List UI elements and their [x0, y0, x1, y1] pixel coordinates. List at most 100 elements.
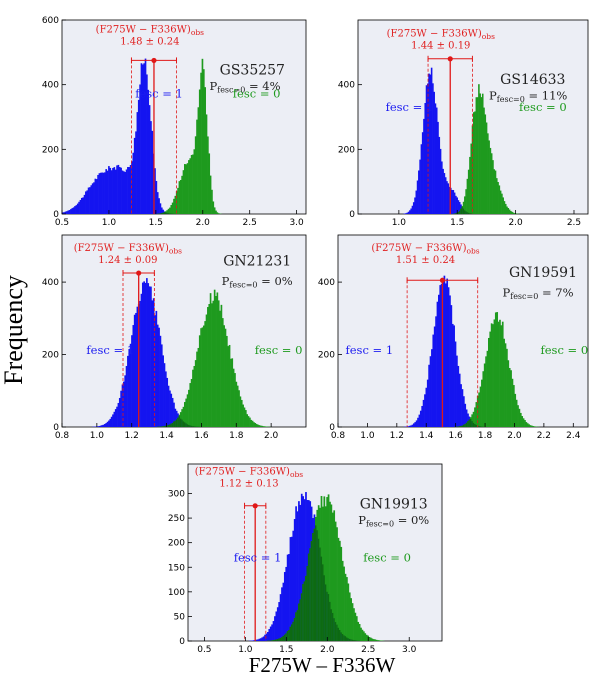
bar-fesc0 [197, 107, 200, 214]
bar-overlap [170, 423, 173, 427]
bar-overlap [353, 640, 355, 641]
bar-fesc0 [466, 178, 469, 214]
bar-fesc0 [507, 360, 510, 427]
bar-fesc0 [212, 300, 215, 427]
bar-fesc1 [407, 426, 410, 427]
obs-marker [447, 56, 453, 62]
bar-fesc0 [489, 331, 492, 427]
bar-overlap [344, 636, 347, 641]
bar-fesc1 [101, 425, 103, 427]
bar-fesc0 [324, 506, 327, 641]
bar-fesc0 [197, 347, 200, 427]
bar-fesc1 [439, 148, 442, 214]
bar-fesc0 [217, 213, 220, 214]
bar-fesc1 [83, 194, 86, 214]
bar-fesc0 [464, 196, 466, 214]
bar-fesc1 [105, 169, 108, 214]
bar-fesc0 [221, 318, 224, 427]
histogram [248, 492, 385, 641]
bar-fesc0 [361, 629, 364, 641]
galaxy-name: GS35257 [220, 62, 285, 78]
bar-fesc0 [475, 402, 478, 427]
bar-fesc1 [411, 424, 414, 427]
bar-overlap [163, 426, 166, 427]
bar-fesc1 [456, 355, 458, 427]
y-tick-label: 0 [179, 637, 185, 647]
bar-overlap [291, 624, 293, 641]
fesc0-label: fesc = 0 [255, 343, 303, 357]
bar-fesc0 [212, 201, 215, 214]
bar-fesc0 [185, 164, 188, 214]
x-tick-label: 2.2 [537, 431, 551, 441]
bar-fesc1 [450, 305, 453, 427]
bar-fesc1 [155, 310, 158, 427]
bar-fesc0 [262, 426, 265, 427]
y-tick-label: 200 [318, 351, 335, 361]
bar-fesc1 [123, 381, 125, 427]
bar-fesc0 [188, 389, 190, 427]
bar-overlap [179, 418, 182, 427]
histogram [402, 67, 520, 214]
panel-gn19591: 0.8 1.0 1.2 1.4 1.6 1.8 2.0 2.2 2.4 0 200 400 (F275W… [318, 234, 589, 441]
bar-fesc1 [129, 343, 132, 427]
bar-overlap [188, 424, 190, 427]
bar-fesc0 [357, 621, 360, 641]
bar-overlap [336, 624, 338, 641]
bar-overlap [465, 422, 468, 427]
bar-fesc1 [154, 168, 156, 214]
bar-fesc1 [429, 356, 432, 427]
bar-fesc1 [420, 144, 423, 214]
bar-overlap [341, 633, 344, 641]
y-tick-label: 400 [42, 81, 59, 91]
bar-fesc0 [482, 371, 485, 427]
bar-fesc0 [216, 292, 219, 427]
bar-overlap [464, 210, 466, 214]
bar-overlap [278, 638, 281, 641]
bar-overlap [182, 421, 185, 427]
bar-fesc0 [170, 205, 173, 214]
bar-overlap [174, 420, 177, 427]
bar-overlap [464, 424, 467, 427]
obs-value: 1.24 ± 0.09 [98, 255, 157, 266]
bar-fesc1 [429, 74, 432, 214]
bar-fesc1 [124, 172, 127, 214]
bar-fesc0 [216, 212, 219, 214]
bar-fesc1 [144, 282, 147, 427]
bar-overlap [457, 211, 460, 214]
bar-fesc1 [451, 189, 453, 214]
bar-fesc0 [205, 114, 208, 214]
bar-overlap [309, 548, 312, 641]
bar-fesc1 [426, 379, 429, 427]
bar-fesc1 [95, 179, 98, 214]
bar-overlap [326, 591, 328, 641]
bar-fesc1 [121, 170, 124, 214]
bar-overlap [320, 556, 323, 641]
bar-fesc0 [228, 344, 231, 427]
bar-overlap [350, 639, 352, 641]
bar-fesc0 [533, 426, 536, 427]
bar-fesc1 [146, 278, 148, 427]
bar-fesc1 [144, 58, 147, 214]
bar-fesc0 [220, 304, 223, 427]
bar-fesc1 [128, 349, 131, 427]
bar-fesc1 [151, 130, 154, 214]
bar-fesc1 [432, 334, 435, 427]
x-tick-label: 0.5 [197, 645, 211, 655]
bar-fesc0 [201, 58, 204, 214]
bar-fesc0 [323, 496, 326, 641]
bar-overlap [355, 640, 358, 641]
bar-fesc1 [125, 365, 128, 427]
bar-fesc1 [89, 187, 91, 214]
bar-fesc0 [190, 154, 193, 214]
x-tick-label: 2.5 [567, 218, 581, 228]
bar-fesc0 [524, 420, 526, 427]
bar-fesc0 [330, 504, 333, 641]
bar-fesc1 [80, 197, 83, 214]
bar-overlap [465, 211, 467, 214]
panel-gs35257: 0.5 1.0 1.5 2.0 2.5 3.0 0 200 400 600 (F275W − F33… [42, 16, 307, 228]
obs-label: (F275W − F336W)obs [74, 243, 182, 256]
bar-fesc1 [446, 278, 449, 427]
bar-fesc1 [444, 177, 447, 214]
bar-fesc1 [413, 423, 415, 427]
bar-overlap [303, 581, 306, 641]
